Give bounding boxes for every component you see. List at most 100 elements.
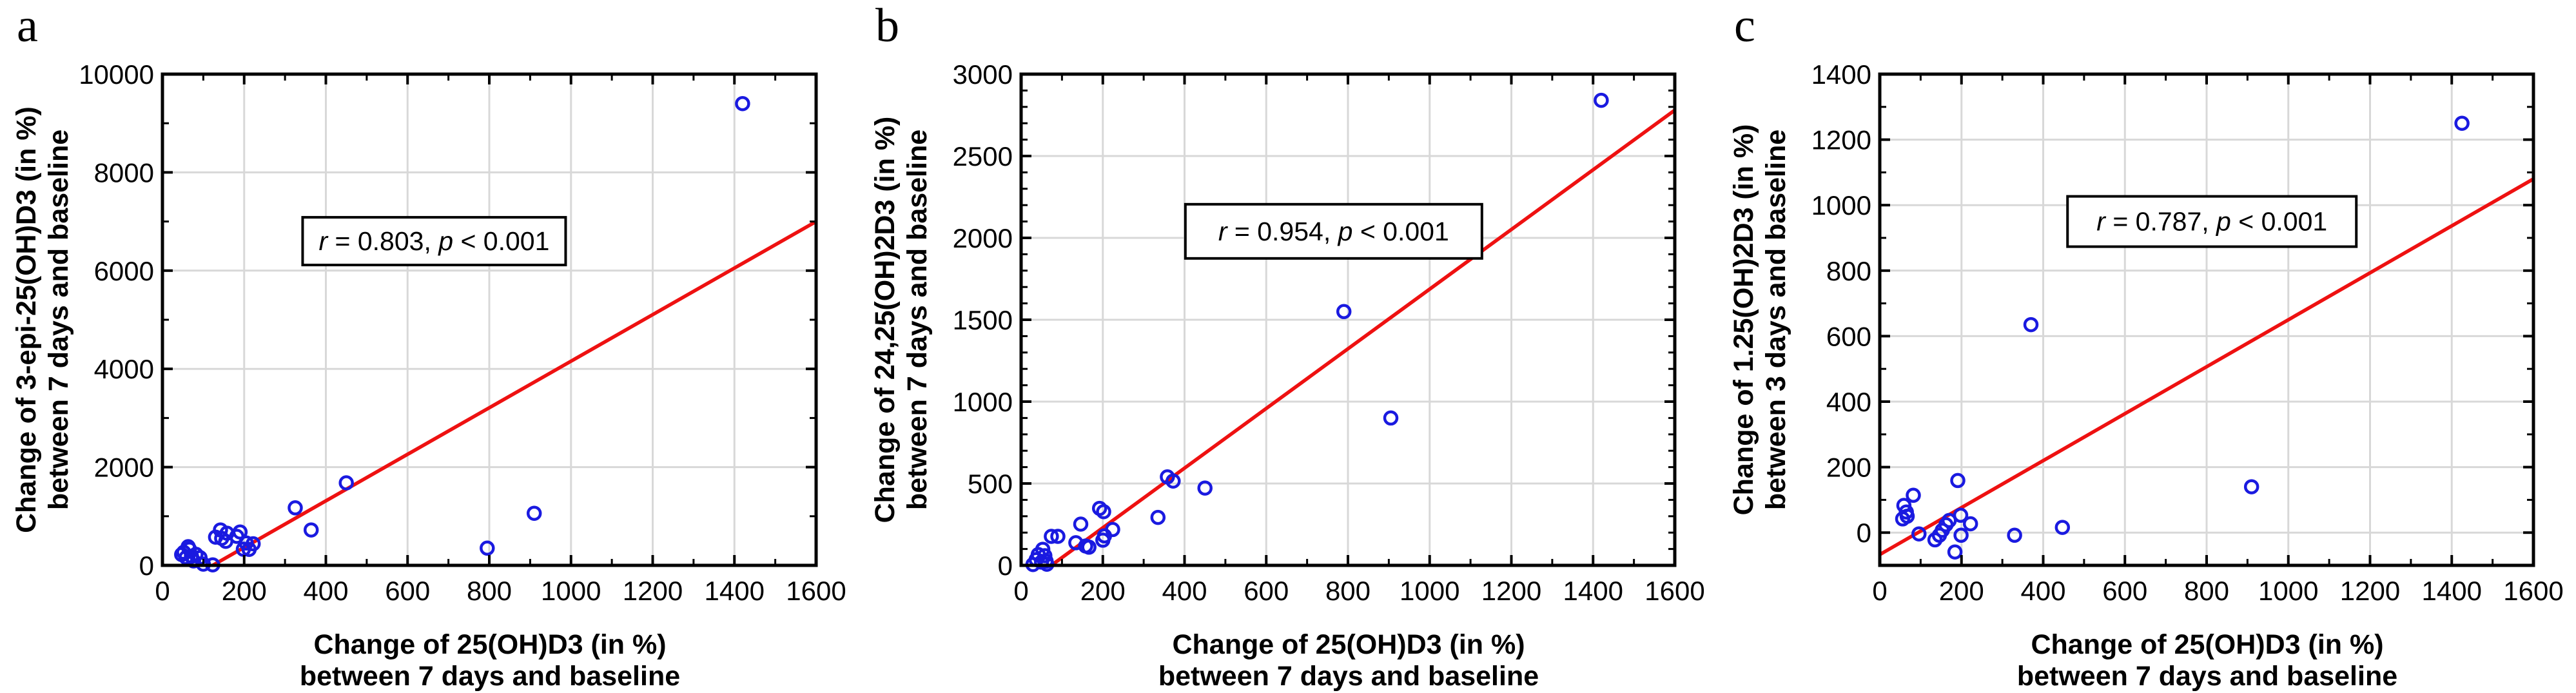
y-tick-label: 0 xyxy=(998,551,1013,581)
annotation-box xyxy=(2066,195,2358,248)
scatter-plot-a: 0 200 400 600 800 1000 1200 1400 1600 0 2000 4000 60… xyxy=(79,59,846,606)
x-axis-title: Change of 25(OH)D3 (in %) between 7 days… xyxy=(2017,629,2397,692)
data-point xyxy=(1150,509,1166,525)
annotation-text: r = 0.954, p < 0.001 xyxy=(1218,217,1449,246)
y-tick-label: 600 xyxy=(1826,321,1871,351)
data-point xyxy=(2454,115,2470,131)
x-tick-label: 1000 xyxy=(1400,576,1459,606)
data-point xyxy=(1166,473,1181,489)
x-axis-title: Change of 25(OH)D3 (in %) between 7 days… xyxy=(300,629,680,692)
data-point xyxy=(526,505,542,521)
x-tick-label: 200 xyxy=(1939,576,1984,606)
panel-letter-c: c xyxy=(1734,0,1755,52)
y-tick-label: 500 xyxy=(968,469,1013,499)
data-point xyxy=(1911,526,1927,542)
data-point xyxy=(735,95,750,112)
x-axis-title: Change of 25(OH)D3 (in %) between 7 days… xyxy=(1158,629,1539,692)
x-tick-label: 1200 xyxy=(1481,576,1541,606)
x-tick-label: 400 xyxy=(303,576,348,606)
y-axis-title: Change of 24,25(OH)2D3 (in %) between 7 … xyxy=(869,117,933,523)
x-tick-label: 1200 xyxy=(2340,576,2400,606)
y-tick-label: 4000 xyxy=(94,354,154,384)
x-tick-label: 1000 xyxy=(2258,576,2318,606)
annotation-text: r = 0.803, p < 0.001 xyxy=(318,226,549,256)
y-axis-title-line2: between 7 days and baseline xyxy=(902,129,933,511)
x-tick-label: 0 xyxy=(155,576,170,606)
data-point xyxy=(2054,520,2071,535)
y-axis-title-line2: between 7 days and baseline xyxy=(43,129,74,511)
y-tick-label: 10000 xyxy=(79,59,154,90)
x-tick-label: 800 xyxy=(2184,576,2229,606)
y-tick-label: 3000 xyxy=(953,59,1013,90)
x-tick-label: 200 xyxy=(1080,576,1126,606)
y-axis-title: Change of 1.25(OH)2D3 (in %) between 3 d… xyxy=(1728,124,1792,516)
annotation-stat-symbol: p xyxy=(437,226,453,256)
y-tick-label: 1000 xyxy=(953,387,1013,417)
x-tick-label: 0 xyxy=(1013,576,1028,606)
data-point xyxy=(338,475,354,491)
y-tick-label: 0 xyxy=(139,551,154,581)
y-axis-title-line2: between 3 days and baseline xyxy=(1761,129,1791,511)
x-tick-label: 800 xyxy=(1325,576,1371,606)
x-tick-label: 0 xyxy=(1872,576,1887,606)
y-tick-label: 6000 xyxy=(94,256,154,286)
panel-a: 0 200 400 600 800 1000 1200 1400 1600 0 2000 4000 60… xyxy=(0,0,859,693)
annotation-stat-value: < 0.001 xyxy=(453,226,549,256)
panel-letter-a: a xyxy=(17,0,38,52)
y-tick-label: 2500 xyxy=(953,141,1013,171)
y-axis-title-line1: Change of 3-epi-25(OH)D3 (in %) xyxy=(11,106,42,533)
x-tick-label: 1600 xyxy=(1644,576,1704,606)
annotation-stat-symbol: r xyxy=(2096,207,2107,237)
y-axis-title-line1: Change of 1.25(OH)2D3 (in %) xyxy=(1728,124,1759,516)
data-point xyxy=(245,536,261,552)
data-point xyxy=(1073,516,1089,532)
annotation-stat-value: = 0.954, xyxy=(1227,217,1338,246)
annotation-stat-value: < 0.001 xyxy=(2231,207,2327,237)
data-point xyxy=(1081,540,1097,555)
annotation-text: r = 0.787, p < 0.001 xyxy=(2096,207,2327,237)
x-tick-label: 1600 xyxy=(2503,576,2563,606)
x-axis-title-line1: Change of 25(OH)D3 (in %) xyxy=(313,629,667,660)
y-axis-title-line1: Change of 24,25(OH)2D3 (in %) xyxy=(870,116,901,523)
data-point xyxy=(480,540,495,556)
panel-letter-b: b xyxy=(875,0,899,52)
data-point xyxy=(1594,92,1609,108)
y-tick-label: 800 xyxy=(1826,256,1871,286)
regression-line xyxy=(1878,177,2535,556)
y-tick-label: 8000 xyxy=(94,157,154,188)
data-point xyxy=(1336,304,1352,320)
y-tick-label: 1400 xyxy=(1811,59,1871,90)
data-point xyxy=(2007,527,2022,543)
x-tick-label: 1600 xyxy=(786,576,846,606)
y-tick-label: 2000 xyxy=(953,223,1013,253)
data-point xyxy=(1947,544,1963,560)
data-point xyxy=(1096,503,1111,520)
y-tick-label: 400 xyxy=(1826,387,1871,417)
annotation-stat-symbol: r xyxy=(318,226,329,256)
data-point xyxy=(1906,487,1921,503)
data-point xyxy=(1383,410,1399,426)
x-tick-label: 200 xyxy=(222,576,267,606)
data-point xyxy=(2243,479,2259,494)
x-axis-title-line1: Change of 25(OH)D3 (in %) xyxy=(2031,629,2384,660)
x-tick-label: 1400 xyxy=(2422,576,2482,606)
panel-c: 0 200 400 600 800 1000 1200 1400 1600 0 200 400 600 8… xyxy=(1717,0,2576,693)
panel-b: 0 200 400 600 800 1000 1200 1400 1600 0 500 1000 150… xyxy=(859,0,1717,693)
x-axis-title-line2: between 7 days and baseline xyxy=(299,661,681,692)
data-point xyxy=(2023,317,2039,333)
data-point xyxy=(1953,507,1969,523)
y-tick-label: 1500 xyxy=(953,305,1013,335)
x-tick-label: 600 xyxy=(2102,576,2147,606)
y-tick-label: 1200 xyxy=(1811,125,1871,155)
y-tick-label: 1000 xyxy=(1811,190,1871,220)
x-tick-label: 1000 xyxy=(541,576,601,606)
x-tick-label: 400 xyxy=(2020,576,2065,606)
annotation-stat-symbol: p xyxy=(1337,217,1353,246)
x-tick-label: 1200 xyxy=(623,576,683,606)
data-point xyxy=(232,524,248,540)
x-tick-label: 600 xyxy=(1244,576,1289,606)
annotation-stat-symbol: p xyxy=(2215,207,2231,237)
annotation-box xyxy=(301,216,567,267)
data-point xyxy=(303,522,319,538)
y-tick-label: 2000 xyxy=(94,453,154,483)
